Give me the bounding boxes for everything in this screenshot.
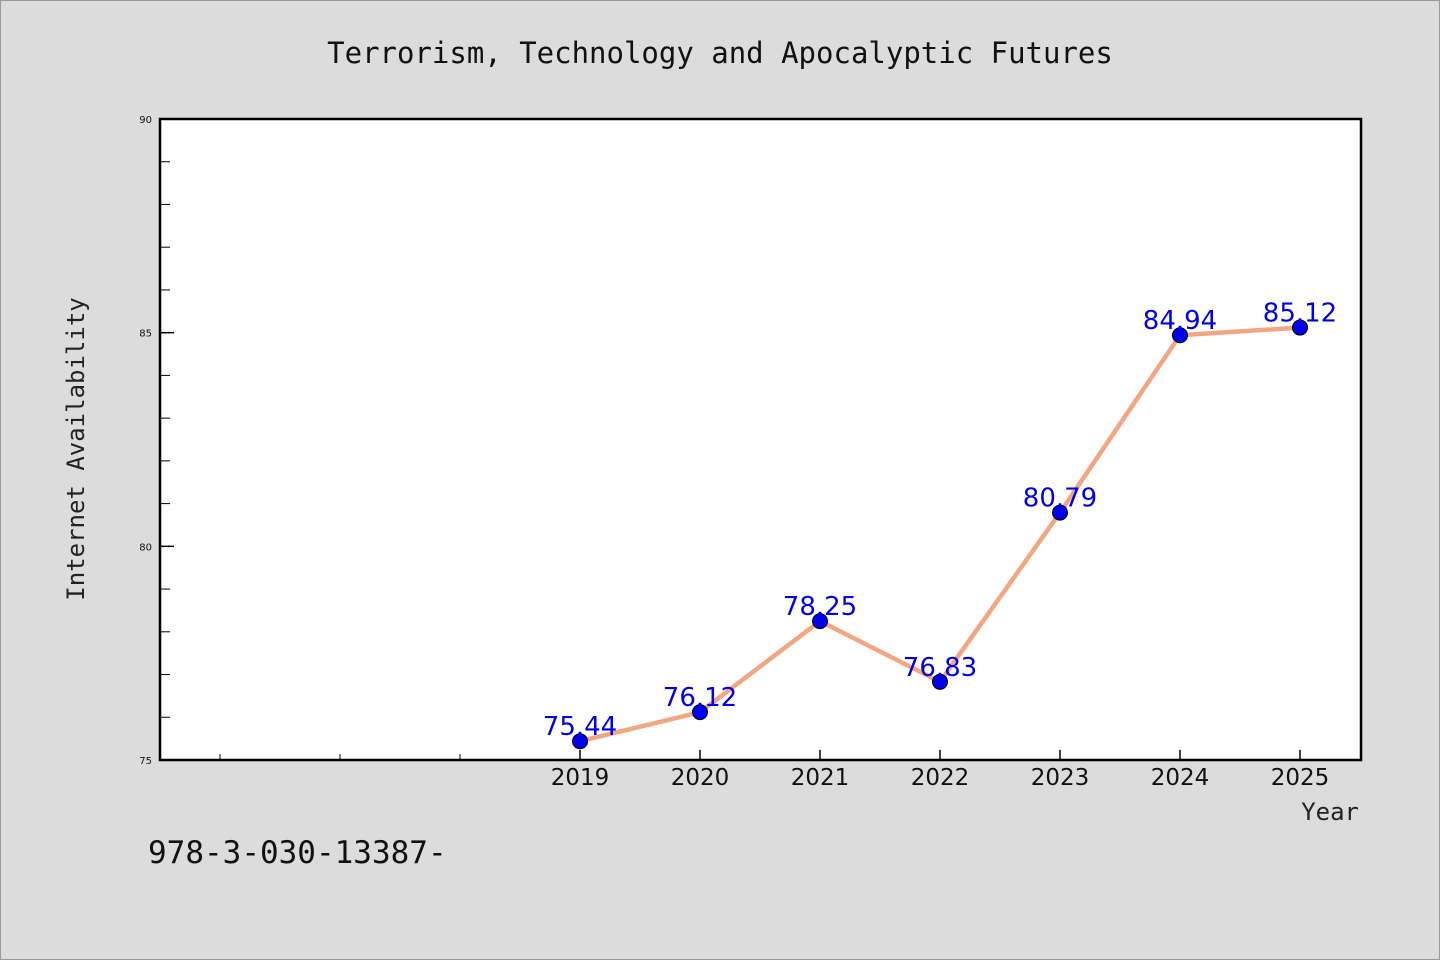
data-point (692, 704, 708, 721)
y-tick-label: 90 (139, 115, 152, 126)
data-labels: 75.44 76.12 78.25 76.83 80.79 84.94 85.12 (543, 299, 1337, 743)
x-tick-label: 2024 (1151, 765, 1210, 791)
data-point (932, 673, 948, 690)
isbn-footer: 978-3-030-13387- (148, 835, 447, 871)
data-label: 85.12 (1263, 299, 1337, 329)
x-axis-ticks: 2019 2020 2021 2022 2023 2024 2025 (551, 750, 1330, 791)
data-label: 78.25 (783, 592, 857, 622)
data-markers (572, 319, 1308, 750)
y-axis-label: Internet Availability (62, 297, 90, 600)
x-tick-label: 2021 (791, 765, 850, 791)
x-tick-label: 2025 (1271, 765, 1330, 791)
data-point (1172, 327, 1188, 344)
x-tick-label: 2023 (1031, 765, 1090, 791)
data-point (812, 613, 828, 630)
x-axis-label: Year (1301, 798, 1359, 826)
x-tick-label: 2022 (911, 765, 970, 791)
data-point (572, 733, 588, 750)
x-minor-ticks (219, 754, 461, 760)
y-tick-label: 80 (139, 542, 152, 553)
x-tick-label: 2019 (551, 765, 610, 791)
y-tick-label: 85 (139, 329, 152, 340)
y-tick-label: 75 (139, 756, 152, 767)
data-label: 84.94 (1143, 306, 1217, 336)
chart-title: Terrorism, Technology and Apocalyptic Fu… (327, 36, 1113, 70)
data-point (1292, 319, 1308, 336)
x-tick-label: 2020 (671, 765, 730, 791)
data-label: 76.83 (903, 653, 977, 683)
data-point (1052, 504, 1068, 521)
y-axis-ticks: 75 80 85 90 (139, 115, 174, 767)
data-label: 76.12 (663, 683, 737, 713)
data-label: 75.44 (543, 712, 617, 742)
data-label: 80.79 (1023, 484, 1097, 514)
plot-area (158, 117, 1363, 762)
